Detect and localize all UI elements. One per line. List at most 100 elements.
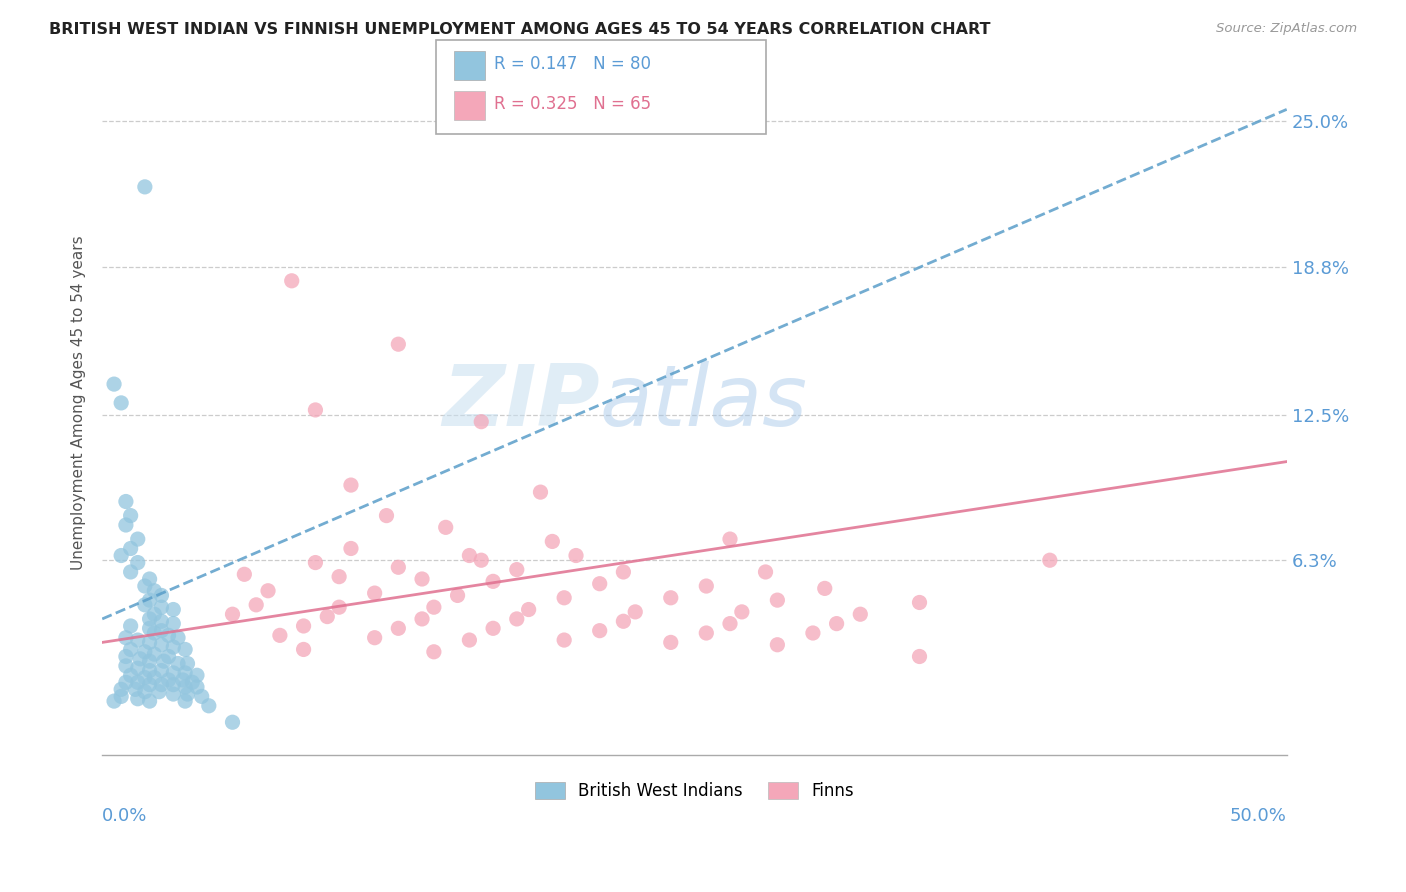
- Text: Source: ZipAtlas.com: Source: ZipAtlas.com: [1216, 22, 1357, 36]
- Point: [138, 694, 160, 708]
- Text: 0.0%: 0.0%: [103, 806, 148, 825]
- Point: [176, 687, 198, 701]
- Point: [120, 668, 142, 682]
- Point: [115, 518, 138, 533]
- Point: [162, 616, 184, 631]
- Point: [766, 593, 789, 607]
- Point: [110, 682, 132, 697]
- Point: [138, 654, 160, 668]
- Point: [174, 680, 197, 694]
- Point: [134, 645, 156, 659]
- Y-axis label: Unemployment Among Ages 45 to 54 years: Unemployment Among Ages 45 to 54 years: [72, 235, 86, 570]
- Point: [127, 691, 149, 706]
- Point: [612, 565, 634, 579]
- Point: [553, 633, 575, 648]
- Point: [115, 494, 138, 508]
- Point: [167, 657, 190, 671]
- Point: [172, 673, 194, 687]
- Point: [363, 631, 385, 645]
- Point: [157, 628, 180, 642]
- Point: [292, 642, 315, 657]
- Point: [198, 698, 221, 713]
- Point: [423, 600, 446, 615]
- Point: [115, 659, 138, 673]
- Point: [143, 626, 166, 640]
- Point: [138, 664, 160, 678]
- Point: [624, 605, 647, 619]
- Text: R = 0.325   N = 65: R = 0.325 N = 65: [494, 95, 651, 112]
- Point: [150, 638, 173, 652]
- Point: [134, 598, 156, 612]
- Point: [127, 661, 149, 675]
- Point: [150, 624, 173, 638]
- Point: [162, 678, 184, 692]
- Point: [120, 619, 142, 633]
- Point: [138, 678, 160, 692]
- Point: [292, 619, 315, 633]
- Point: [233, 567, 256, 582]
- Point: [150, 664, 173, 678]
- Point: [387, 621, 409, 635]
- Point: [328, 600, 350, 615]
- Point: [695, 579, 717, 593]
- Point: [754, 565, 776, 579]
- Point: [157, 673, 180, 687]
- Point: [825, 616, 848, 631]
- Text: atlas: atlas: [600, 361, 807, 444]
- Point: [411, 572, 433, 586]
- Point: [517, 602, 540, 616]
- Point: [731, 605, 754, 619]
- Point: [103, 694, 125, 708]
- Point: [221, 715, 243, 730]
- Point: [411, 612, 433, 626]
- Point: [363, 586, 385, 600]
- Point: [174, 694, 197, 708]
- Point: [849, 607, 872, 622]
- Point: [150, 614, 173, 628]
- Point: [134, 684, 156, 698]
- Point: [387, 560, 409, 574]
- Point: [908, 649, 931, 664]
- Point: [153, 654, 176, 668]
- Point: [162, 640, 184, 654]
- Point: [908, 595, 931, 609]
- Point: [176, 657, 198, 671]
- Point: [124, 682, 146, 697]
- Point: [375, 508, 398, 523]
- Point: [541, 534, 564, 549]
- Point: [434, 520, 457, 534]
- Point: [120, 642, 142, 657]
- Point: [328, 569, 350, 583]
- Point: [659, 635, 682, 649]
- Point: [446, 95, 468, 110]
- Point: [801, 626, 824, 640]
- Point: [316, 609, 339, 624]
- Point: [245, 598, 267, 612]
- Point: [110, 396, 132, 410]
- Point: [612, 614, 634, 628]
- Point: [143, 607, 166, 622]
- Point: [148, 684, 170, 698]
- Point: [529, 485, 551, 500]
- Point: [257, 583, 280, 598]
- Point: [304, 403, 326, 417]
- Point: [1039, 553, 1062, 567]
- Point: [162, 665, 184, 680]
- Point: [446, 589, 468, 603]
- Text: ZIP: ZIP: [441, 361, 600, 444]
- Point: [589, 624, 612, 638]
- Point: [340, 478, 363, 492]
- Point: [269, 628, 291, 642]
- Point: [280, 274, 302, 288]
- Point: [127, 556, 149, 570]
- Point: [120, 508, 142, 523]
- Point: [138, 621, 160, 635]
- Point: [190, 690, 212, 704]
- Point: [143, 583, 166, 598]
- Point: [167, 631, 190, 645]
- Point: [174, 642, 197, 657]
- Point: [506, 563, 529, 577]
- Point: [115, 649, 138, 664]
- Point: [340, 541, 363, 556]
- Point: [506, 612, 529, 626]
